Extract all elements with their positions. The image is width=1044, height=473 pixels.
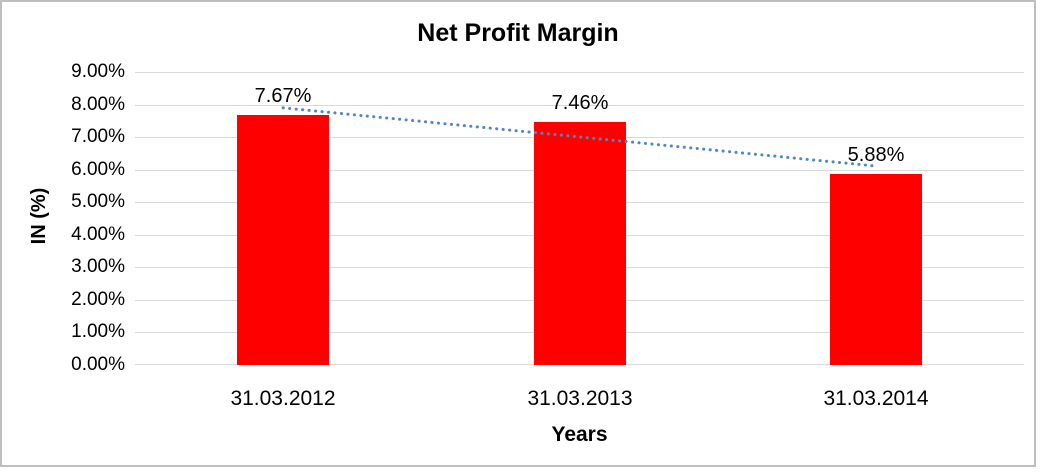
y-tick-label: 6.00% [71, 159, 125, 180]
bar-value-label: 7.46% [551, 92, 609, 114]
gridline [135, 105, 1024, 106]
y-tick-label: 2.00% [71, 289, 125, 310]
y-tick-label: 3.00% [71, 256, 125, 277]
x-category-label: 31.03.2012 [230, 387, 336, 410]
chart-title: Net Profit Margin [417, 19, 619, 47]
bar-value-label: 7.67% [254, 85, 312, 107]
y-tick-label: 4.00% [71, 224, 125, 245]
y-tick-label: 9.00% [71, 61, 125, 82]
y-tick-label: 1.00% [71, 321, 125, 342]
bar-31.03.2014 [830, 174, 922, 365]
y-tick-label: 5.00% [71, 191, 125, 212]
y-tick-label: 7.00% [71, 126, 125, 147]
plot-area: 7.67% 7.46% 5.88% [135, 72, 1024, 365]
y-tick-label: 8.00% [71, 94, 125, 115]
x-axis-title: Years [551, 423, 608, 446]
gridline [135, 72, 1024, 73]
chart-frame: Net Profit Margin IN (%) 0.00% 1.00% 2.00%… [0, 0, 1036, 467]
x-category-label: 31.03.2014 [823, 387, 929, 410]
bar-31.03.2012 [237, 115, 329, 365]
x-category-label: 31.03.2013 [527, 387, 633, 410]
bar-31.03.2013 [534, 122, 626, 365]
bar-value-label: 5.88% [847, 144, 905, 166]
y-tick-label: 0.00% [71, 354, 125, 375]
trendline [281, 106, 878, 168]
